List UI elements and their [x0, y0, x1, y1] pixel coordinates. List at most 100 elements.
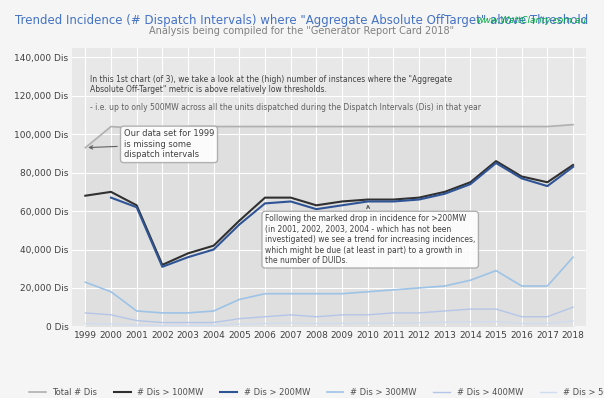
# Dis > 300MW — [467, 278, 474, 283]
# Dis > 100MW — [184, 251, 191, 256]
Total # Dis — [364, 124, 371, 129]
# Dis > 100MW — [108, 189, 115, 194]
# Dis > 500MW — [492, 319, 500, 324]
Line: # Dis > 100MW: # Dis > 100MW — [85, 161, 573, 265]
# Dis > 100MW — [467, 180, 474, 185]
# Dis > 500MW — [544, 321, 551, 326]
Line: # Dis > 500MW: # Dis > 500MW — [85, 321, 573, 326]
# Dis > 500MW — [82, 321, 89, 326]
Total # Dis — [338, 124, 345, 129]
# Dis > 200MW — [492, 161, 500, 166]
# Dis > 400MW — [287, 312, 294, 317]
Text: Analysis being compiled for the "Generator Report Card 2018": Analysis being compiled for the "Generat… — [149, 26, 455, 36]
# Dis > 100MW — [518, 174, 525, 179]
# Dis > 400MW — [236, 316, 243, 321]
# Dis > 400MW — [210, 320, 217, 325]
Text: In this 1st chart (of 3), we take a look at the (high) number of instances where: In this 1st chart (of 3), we take a look… — [91, 75, 452, 94]
# Dis > 200MW — [467, 182, 474, 187]
# Dis > 200MW — [441, 191, 448, 196]
# Dis > 400MW — [82, 310, 89, 315]
# Dis > 200MW — [108, 195, 115, 200]
# Dis > 300MW — [441, 284, 448, 289]
# Dis > 400MW — [441, 308, 448, 313]
Line: Total # Dis: Total # Dis — [85, 125, 573, 148]
Line: # Dis > 300MW: # Dis > 300MW — [85, 257, 573, 313]
# Dis > 400MW — [159, 320, 166, 325]
Total # Dis — [544, 124, 551, 129]
# Dis > 200MW — [338, 203, 345, 208]
# Dis > 500MW — [236, 322, 243, 326]
# Dis > 200MW — [236, 222, 243, 227]
Total # Dis — [492, 124, 500, 129]
# Dis > 200MW — [159, 264, 166, 269]
# Dis > 500MW — [518, 321, 525, 326]
# Dis > 200MW — [184, 255, 191, 259]
# Dis > 500MW — [133, 322, 140, 327]
# Dis > 400MW — [390, 310, 397, 315]
Total # Dis — [518, 124, 525, 129]
# Dis > 200MW — [262, 201, 269, 206]
# Dis > 200MW — [313, 207, 320, 212]
# Dis > 100MW — [364, 197, 371, 202]
# Dis > 100MW — [338, 199, 345, 204]
Line: # Dis > 200MW: # Dis > 200MW — [111, 163, 573, 267]
Total # Dis — [236, 124, 243, 129]
# Dis > 300MW — [364, 289, 371, 294]
# Dis > 300MW — [544, 284, 551, 289]
Total # Dis — [133, 126, 140, 131]
# Dis > 500MW — [390, 320, 397, 325]
# Dis > 500MW — [210, 323, 217, 328]
Total # Dis — [184, 124, 191, 129]
# Dis > 100MW — [390, 197, 397, 202]
# Dis > 500MW — [262, 321, 269, 326]
Total # Dis — [108, 124, 115, 129]
# Dis > 400MW — [364, 312, 371, 317]
Total # Dis — [390, 124, 397, 129]
# Dis > 100MW — [492, 159, 500, 164]
Total # Dis — [313, 124, 320, 129]
Total # Dis — [287, 124, 294, 129]
Total # Dis — [210, 124, 217, 129]
# Dis > 500MW — [467, 320, 474, 324]
# Dis > 500MW — [159, 323, 166, 328]
Line: # Dis > 400MW: # Dis > 400MW — [85, 307, 573, 322]
# Dis > 100MW — [441, 189, 448, 194]
# Dis > 400MW — [518, 314, 525, 319]
# Dis > 300MW — [159, 310, 166, 315]
# Dis > 400MW — [570, 305, 577, 310]
# Dis > 400MW — [184, 320, 191, 325]
# Dis > 200MW — [544, 184, 551, 189]
# Dis > 200MW — [210, 247, 217, 252]
# Dis > 300MW — [492, 268, 500, 273]
# Dis > 300MW — [570, 255, 577, 259]
# Dis > 200MW — [390, 199, 397, 204]
# Dis > 100MW — [159, 263, 166, 267]
Text: - i.e. up to only 500MW across all the units dispatched during the Dispatch Inte: - i.e. up to only 500MW across all the u… — [91, 103, 481, 113]
# Dis > 300MW — [108, 289, 115, 294]
# Dis > 300MW — [416, 285, 423, 290]
Text: Our data set for 1999
is missing some
dispatch intervals: Our data set for 1999 is missing some di… — [89, 129, 214, 159]
# Dis > 500MW — [108, 322, 115, 326]
# Dis > 400MW — [416, 310, 423, 315]
# Dis > 100MW — [262, 195, 269, 200]
# Dis > 500MW — [364, 321, 371, 326]
Text: www.WattClarity.com.au: www.WattClarity.com.au — [476, 16, 586, 25]
Total # Dis — [570, 122, 577, 127]
Total # Dis — [416, 124, 423, 129]
# Dis > 300MW — [338, 291, 345, 296]
# Dis > 200MW — [570, 164, 577, 169]
Total # Dis — [262, 124, 269, 129]
Total # Dis — [467, 124, 474, 129]
# Dis > 100MW — [236, 218, 243, 223]
# Dis > 100MW — [133, 203, 140, 208]
# Dis > 100MW — [82, 193, 89, 198]
# Dis > 500MW — [287, 320, 294, 325]
# Dis > 400MW — [262, 314, 269, 319]
# Dis > 500MW — [338, 321, 345, 326]
# Dis > 300MW — [390, 287, 397, 292]
# Dis > 300MW — [287, 291, 294, 296]
# Dis > 100MW — [544, 180, 551, 185]
Legend: Total # Dis, # Dis > 100MW, # Dis > 200MW, # Dis > 300MW, # Dis > 400MW, # Dis >: Total # Dis, # Dis > 100MW, # Dis > 200M… — [26, 384, 604, 398]
# Dis > 400MW — [108, 312, 115, 317]
Total # Dis — [82, 145, 89, 150]
